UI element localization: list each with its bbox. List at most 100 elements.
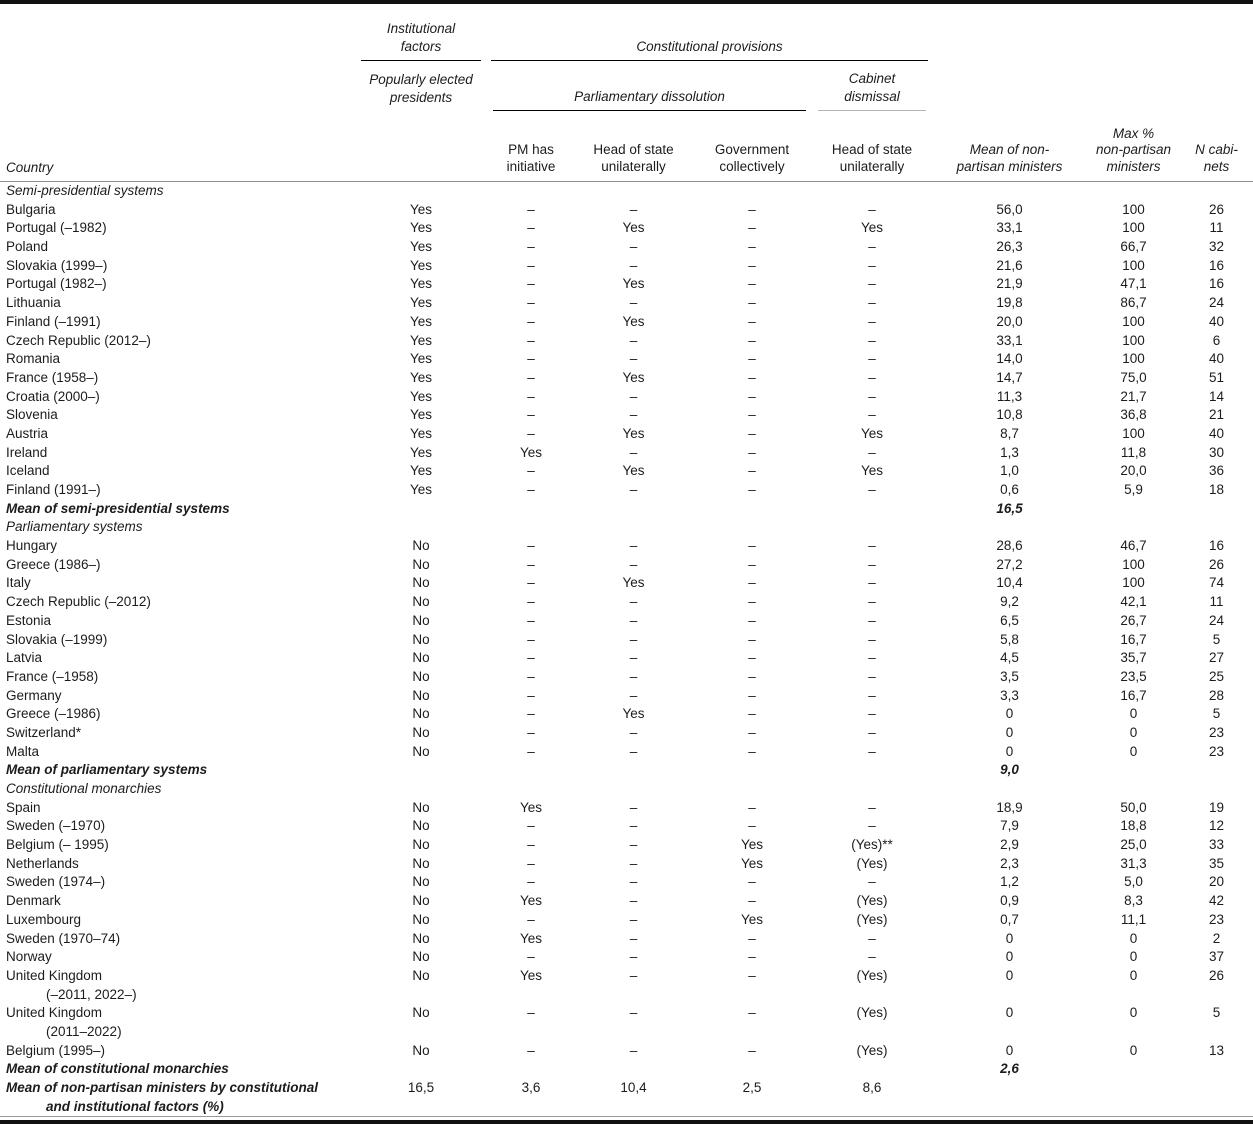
data-cell: –	[527, 855, 535, 871]
table-row: Switzerland* No – – – – 0 0 23	[0, 724, 1253, 743]
section-label: Semi-presidential systems	[6, 183, 164, 198]
data-cell: –	[748, 724, 756, 740]
data-cell: –	[629, 1005, 638, 1021]
data-cell: Yes	[409, 276, 433, 292]
data-cell: Yes	[519, 967, 543, 983]
data-cell: –	[748, 425, 756, 441]
data-cell: Yes	[860, 220, 884, 236]
footer-value: 3,6	[521, 1080, 541, 1095]
data-cell: –	[629, 594, 638, 610]
data-cell: No	[412, 949, 430, 965]
data-cell: –	[629, 631, 638, 647]
data-cell: –	[868, 575, 876, 591]
data-cell: –	[868, 612, 876, 628]
table-row: Italy No – Yes – – 10,4 100 74	[0, 574, 1253, 593]
table-row: Portugal (–1982) Yes – Yes – Yes 33,1 100 11	[0, 219, 1253, 238]
table-row: Greece (1986–) No – – – – 27,2 100 26	[0, 556, 1253, 575]
data-cell: –	[527, 482, 535, 497]
data-cell: –	[527, 556, 535, 572]
data-cell: Yes	[409, 313, 433, 329]
data-cell: 100	[1122, 332, 1145, 348]
country-cell: Germany	[6, 687, 62, 703]
data-cell: –	[868, 799, 876, 815]
data-cell: –	[868, 743, 876, 759]
data-cell: 100	[1122, 257, 1145, 273]
country-cell: Belgium (– 1995)	[6, 837, 109, 853]
data-cell: –	[629, 388, 638, 404]
data-cell: –	[868, 239, 876, 255]
data-cell: 16,7	[1120, 631, 1147, 647]
column-header-mean-nonpartisan: Mean of non-partisan ministers	[956, 142, 1063, 174]
data-cell: –	[629, 482, 638, 497]
table-row: Sweden (1970–74) No Yes – – – 0 0 2	[0, 930, 1253, 949]
data-cell: –	[748, 874, 756, 890]
data-cell: –	[868, 818, 876, 834]
data-cell: 3,3	[1000, 687, 1019, 703]
data-cell: 1,0	[1000, 463, 1019, 479]
data-cell: 1,2	[1000, 874, 1019, 890]
data-cell: –	[527, 650, 535, 666]
data-cell: –	[527, 687, 535, 703]
data-cell: –	[629, 893, 638, 909]
data-cell: Yes	[740, 911, 764, 927]
data-cell: –	[748, 332, 756, 348]
data-cell: 40	[1209, 351, 1225, 367]
data-cell: 100	[1122, 556, 1145, 572]
data-cell: 26	[1209, 967, 1225, 983]
data-cell: –	[527, 201, 535, 217]
data-cell: 100	[1122, 313, 1145, 329]
data-cell: –	[748, 818, 756, 834]
table-row: France (1958–) Yes – Yes – – 14,7 75,0 51	[0, 369, 1253, 388]
data-cell: –	[868, 295, 876, 311]
data-cell: 0,7	[1000, 911, 1019, 927]
data-cell: –	[527, 313, 535, 329]
data-cell: 100	[1122, 425, 1145, 441]
data-cell: 100	[1122, 351, 1145, 367]
column-header-head-of-state-dismissal: Head of state unilaterally	[831, 142, 913, 174]
data-cell: 42	[1209, 893, 1225, 909]
section-header-row: Parliamentary systems	[0, 518, 1253, 537]
data-cell: 2	[1212, 930, 1221, 946]
data-cell: Yes	[622, 463, 645, 479]
footer-value: 16,5	[407, 1080, 435, 1095]
data-cell: Yes	[409, 388, 433, 404]
data-cell: –	[527, 724, 535, 740]
data-cell: –	[748, 538, 756, 554]
data-cell: –	[868, 706, 876, 722]
data-cell: (Yes)	[856, 1042, 888, 1058]
country-cell: Switzerland*	[6, 724, 82, 740]
mean-label: Mean of parliamentary systems	[6, 762, 208, 778]
data-cell: 0,9	[1000, 893, 1019, 909]
data-cell: 16,7	[1120, 687, 1147, 703]
data-cell: –	[748, 612, 756, 628]
data-cell: No	[412, 837, 430, 853]
country-cell: Czech Republic (–2012)	[6, 594, 151, 610]
data-cell: 0	[1129, 1042, 1138, 1058]
data-cell: 18,8	[1120, 818, 1147, 834]
institutional-factors-group-header: Institutional factors	[361, 20, 481, 61]
data-cell: 25,0	[1120, 837, 1147, 853]
data-cell: 7,9	[1000, 818, 1019, 834]
data-cell: 2,3	[1000, 855, 1019, 871]
country-cell: Greece (1986–)	[6, 556, 101, 572]
data-cell: –	[527, 369, 535, 385]
country-cell: Slovakia (–1999)	[6, 631, 108, 647]
table-row: Portugal (1982–) Yes – Yes – – 21,9 47,1 16	[0, 275, 1253, 294]
data-cell: No	[412, 724, 430, 740]
table-row: Netherlands No – – Yes (Yes) 2,3 31,3 35	[0, 855, 1253, 874]
data-cell	[1180, 761, 1253, 780]
data-cell: –	[629, 874, 638, 890]
data-cell: 19,8	[996, 295, 1023, 311]
data-cell: –	[748, 1005, 756, 1021]
data-cell: –	[868, 276, 876, 292]
data-cell: (Yes)	[856, 911, 888, 927]
data-cell: Yes	[409, 351, 433, 367]
column-header-government-collectively: Government collectively	[714, 142, 790, 174]
popularly-elected-presidents-header: Popularly elected presidents	[369, 72, 473, 105]
header-spacer	[1087, 61, 1180, 111]
data-cell: –	[527, 463, 535, 479]
data-cell: –	[629, 837, 638, 853]
data-cell: –	[748, 463, 756, 479]
section-header-row: Constitutional monarchies	[0, 780, 1253, 799]
